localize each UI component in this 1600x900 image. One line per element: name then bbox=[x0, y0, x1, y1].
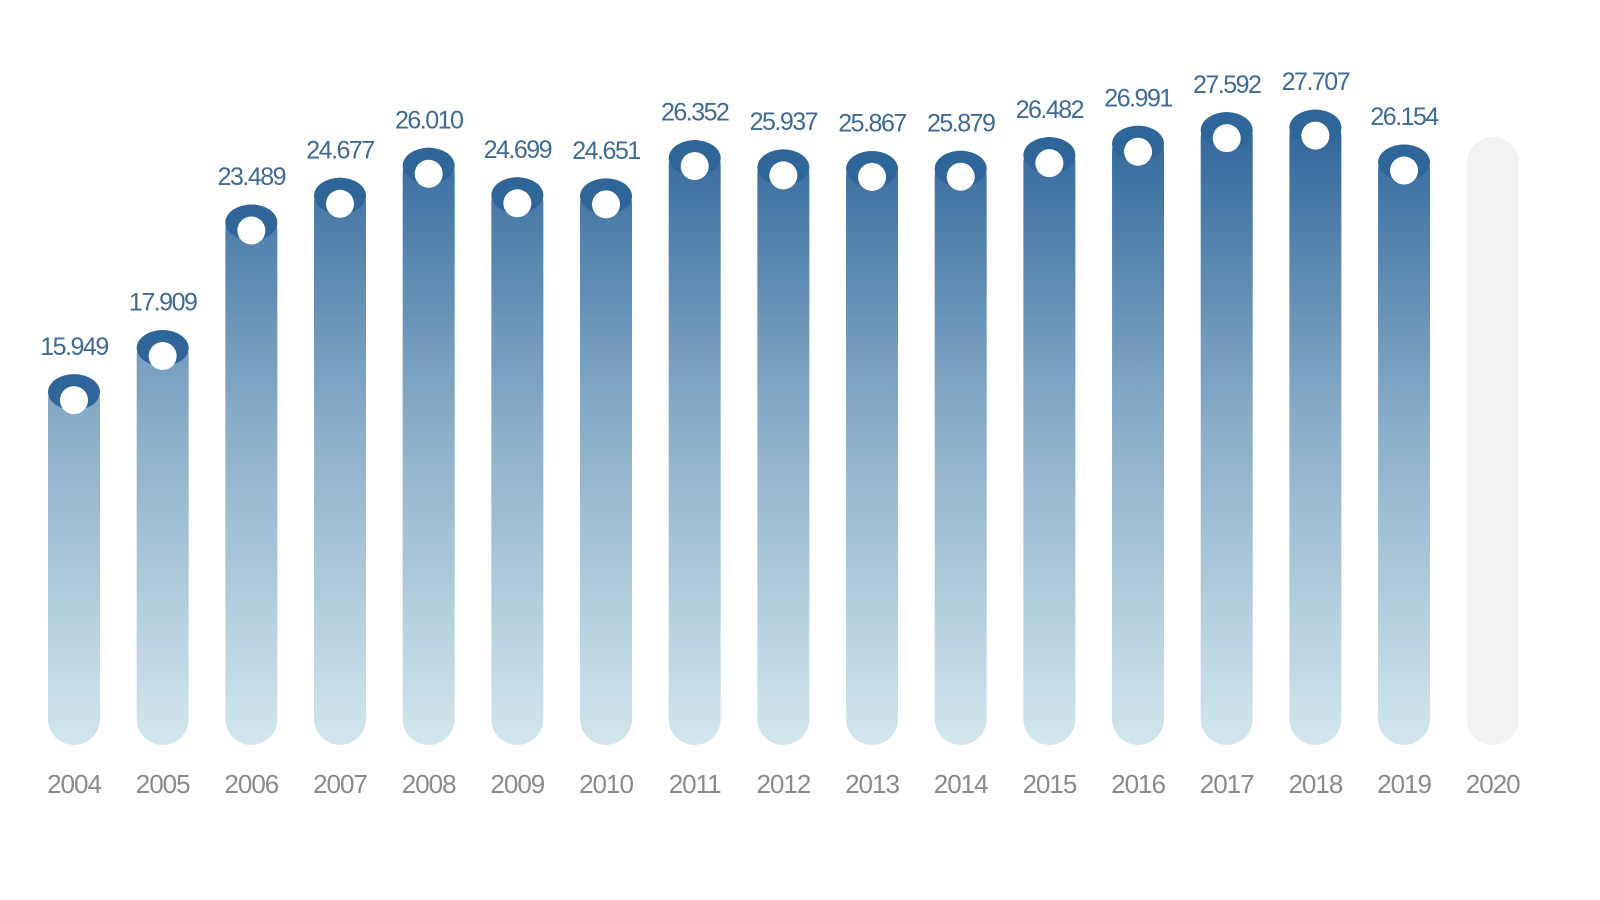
value-label: 24.677 bbox=[306, 136, 374, 164]
value-label: 26.154 bbox=[1370, 103, 1439, 131]
bar-knob bbox=[148, 342, 177, 371]
value-label: 24.651 bbox=[572, 137, 640, 165]
value-label: 26.482 bbox=[1016, 96, 1084, 124]
bar bbox=[491, 177, 544, 745]
bar bbox=[1289, 109, 1342, 745]
x-tick-label: 2010 bbox=[579, 769, 633, 799]
value-label: 24.699 bbox=[484, 136, 552, 164]
value-label: 15.949 bbox=[40, 333, 108, 361]
value-label: 26.010 bbox=[395, 106, 463, 134]
bar-knob bbox=[1035, 149, 1064, 178]
bar bbox=[668, 140, 721, 745]
empty-bar bbox=[1466, 137, 1519, 745]
bar bbox=[48, 374, 100, 745]
bar bbox=[1378, 144, 1431, 745]
bar bbox=[1200, 112, 1253, 746]
bar bbox=[314, 177, 367, 745]
bar-knob bbox=[592, 190, 621, 219]
bar-knob bbox=[769, 161, 798, 190]
x-tick-label: 2014 bbox=[934, 769, 988, 799]
x-tick-label: 2018 bbox=[1288, 769, 1342, 799]
bar bbox=[846, 150, 899, 745]
x-tick-label: 2008 bbox=[402, 769, 456, 799]
x-tick-label: 2020 bbox=[1466, 769, 1520, 799]
value-label: 26.991 bbox=[1104, 84, 1172, 112]
x-tick-label: 2013 bbox=[845, 769, 899, 799]
value-label: 23.489 bbox=[218, 163, 286, 191]
bar-knob bbox=[1124, 137, 1153, 166]
bar-knob bbox=[946, 162, 975, 191]
bar-knob bbox=[1390, 156, 1419, 185]
x-tick-label: 2011 bbox=[669, 769, 721, 799]
bar-knob bbox=[1212, 124, 1241, 153]
bar-knob bbox=[680, 152, 709, 181]
value-label: 25.879 bbox=[927, 109, 995, 137]
bar-knob bbox=[414, 159, 443, 188]
bar-knob bbox=[503, 189, 532, 218]
value-label: 27.707 bbox=[1282, 68, 1350, 96]
bar bbox=[934, 150, 987, 745]
x-tick-label: 2004 bbox=[47, 769, 101, 799]
bar bbox=[402, 147, 455, 745]
bar bbox=[136, 330, 189, 745]
bar bbox=[580, 178, 633, 746]
value-label: 26.352 bbox=[661, 99, 729, 127]
value-label: 25.937 bbox=[750, 108, 818, 136]
x-tick-label: 2012 bbox=[756, 769, 810, 799]
bar bbox=[757, 149, 810, 746]
bar-knob bbox=[60, 386, 88, 415]
bar-knob bbox=[1301, 121, 1330, 150]
x-tick-label: 2019 bbox=[1377, 769, 1431, 799]
x-tick-label: 2009 bbox=[490, 769, 544, 799]
value-label: 27.592 bbox=[1193, 71, 1261, 99]
x-tick-label: 2007 bbox=[313, 769, 367, 799]
bar bbox=[1112, 125, 1165, 745]
value-label: 17.909 bbox=[129, 289, 197, 317]
bar bbox=[1023, 137, 1076, 745]
bar-knob bbox=[326, 189, 355, 218]
x-tick-label: 2015 bbox=[1022, 769, 1076, 799]
value-label: 25.867 bbox=[838, 110, 906, 138]
x-tick-label: 2016 bbox=[1111, 769, 1165, 799]
bar-knob bbox=[237, 216, 266, 245]
x-tick-label: 2017 bbox=[1200, 769, 1254, 799]
bar bbox=[225, 204, 278, 745]
x-tick-label: 2005 bbox=[136, 769, 190, 799]
x-tick-label: 2006 bbox=[224, 769, 278, 799]
bar-knob bbox=[858, 162, 887, 191]
